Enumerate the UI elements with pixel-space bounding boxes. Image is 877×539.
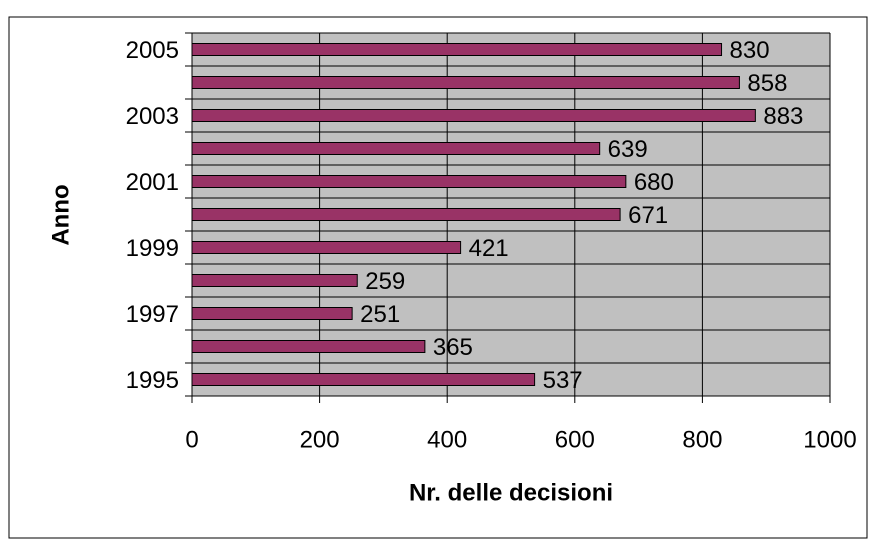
x-tick-label: 200 <box>300 426 340 453</box>
bar <box>191 340 426 353</box>
bar <box>191 142 601 155</box>
x-tick-label: 600 <box>555 426 595 453</box>
bar <box>191 175 627 188</box>
bar <box>191 76 740 89</box>
data-label: 259 <box>365 268 405 295</box>
y-tick-label: 2001 <box>126 169 179 196</box>
x-tick-label: 400 <box>427 426 467 453</box>
x-tick-label: 0 <box>185 426 198 453</box>
data-label: 680 <box>634 169 674 196</box>
bar <box>191 373 536 386</box>
bar <box>191 307 353 320</box>
data-label: 883 <box>763 103 803 130</box>
data-label: 671 <box>628 202 668 229</box>
bar <box>191 274 358 287</box>
x-axis-title: Nr. delle decisioni <box>409 479 613 506</box>
data-label: 421 <box>469 235 509 262</box>
bar <box>191 241 462 254</box>
x-tick-label: 800 <box>682 426 722 453</box>
y-tick-label: 1999 <box>126 235 179 262</box>
x-tick-label: 1000 <box>803 426 856 453</box>
data-label: 365 <box>433 334 473 361</box>
y-axis-title: Anno <box>47 184 74 245</box>
data-label: 830 <box>730 37 770 64</box>
y-tick-label: 2005 <box>126 37 179 64</box>
y-tick-label: 2003 <box>126 103 179 130</box>
bar <box>191 109 756 122</box>
bar <box>191 208 621 221</box>
data-label: 537 <box>543 367 583 394</box>
data-label: 639 <box>608 136 648 163</box>
y-tick-label: 1995 <box>126 367 179 394</box>
data-label: 251 <box>360 301 400 328</box>
data-label: 858 <box>747 70 787 97</box>
y-tick-label: 1997 <box>126 301 179 328</box>
bar <box>191 43 723 56</box>
